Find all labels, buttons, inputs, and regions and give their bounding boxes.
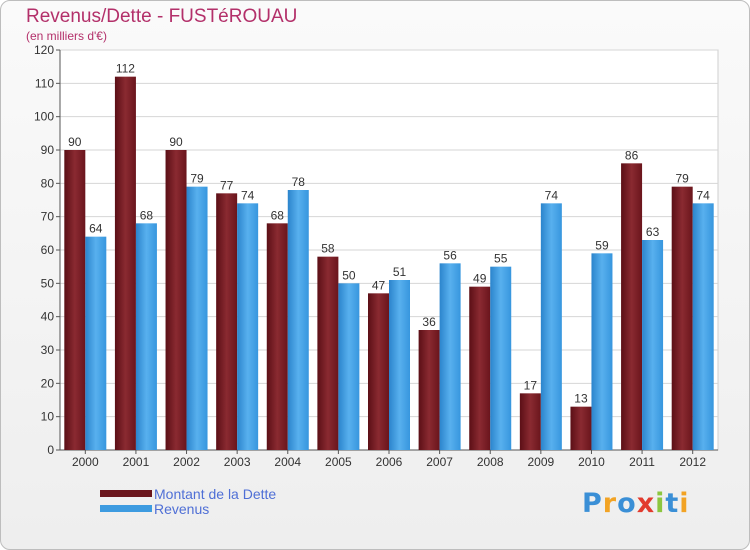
logo-letter: r [602, 488, 618, 519]
x-tick-label: 2012 [679, 455, 706, 469]
x-tick-label: 2010 [578, 455, 605, 469]
bar-revenus [389, 280, 410, 450]
data-label-revenus: 78 [292, 175, 306, 189]
logo-letter: t [665, 488, 680, 519]
data-label-dette: 13 [574, 392, 588, 406]
bar-revenus [692, 203, 714, 450]
logo-letter: o [617, 488, 637, 519]
bar-revenus [135, 223, 157, 450]
bar-revenus [186, 186, 208, 450]
x-tick-label: 2004 [274, 455, 301, 469]
data-label-dette: 58 [321, 242, 335, 256]
x-tick-label: 2000 [72, 455, 99, 469]
bar-dette [317, 256, 339, 450]
bar-dette [266, 223, 288, 450]
data-label-revenus: 55 [494, 252, 508, 266]
data-label-revenus: 51 [393, 265, 407, 279]
legend-item-debt: Montant de la Dette [100, 485, 277, 502]
x-tick-label: 2001 [123, 455, 150, 469]
data-label-dette: 90 [169, 135, 183, 149]
bar-revenus [591, 253, 613, 450]
data-label-revenus: 74 [241, 188, 255, 202]
bar-revenus [540, 203, 562, 450]
data-label-revenus: 56 [443, 248, 457, 262]
bar-revenus [490, 266, 512, 450]
bar-dette [469, 286, 491, 450]
x-tick-label: 2003 [224, 455, 251, 469]
y-tick-label: 10 [41, 410, 55, 424]
data-label-dette: 90 [68, 135, 82, 149]
data-label-dette: 68 [271, 208, 285, 222]
bar-dette [368, 293, 389, 450]
bar-dette [570, 406, 592, 450]
y-tick-label: 80 [41, 176, 55, 190]
data-label-revenus: 74 [697, 188, 711, 202]
data-label-dette: 47 [372, 278, 386, 292]
bar-revenus [85, 236, 107, 450]
x-tick-label: 2005 [325, 455, 352, 469]
chart-title: Revenus/Dette - FUSTéROUAU [26, 6, 298, 27]
data-label-dette: 17 [524, 378, 538, 392]
data-label-dette: 36 [422, 315, 436, 329]
logo-letter: i [679, 488, 690, 519]
data-label-dette: 112 [116, 62, 135, 76]
x-tick-label: 2008 [477, 455, 504, 469]
bar-revenus [287, 190, 309, 450]
x-tick-label: 2002 [173, 455, 200, 469]
legend-item-revenus: Revenus [100, 500, 276, 517]
logo-letter: P [582, 488, 603, 519]
y-tick-label: 30 [41, 343, 55, 357]
bar-revenus [642, 240, 664, 450]
bar-revenus [237, 203, 259, 450]
data-label-dette: 77 [220, 178, 234, 192]
x-tick-label: 2006 [376, 455, 403, 469]
proxiti-logo: Proxiti [582, 488, 690, 519]
x-tick-label: 2011 [629, 455, 655, 469]
data-label-revenus: 74 [545, 188, 559, 202]
bar-dette [418, 330, 440, 450]
legend-label-revenus: Revenus [154, 500, 210, 517]
data-label-revenus: 64 [89, 222, 103, 236]
bar-dette [64, 150, 86, 450]
bar-dette [621, 163, 643, 451]
bar-dette [216, 193, 238, 451]
bar-dette [165, 150, 187, 450]
logo-letter: i [655, 488, 666, 519]
data-label-revenus: 50 [342, 268, 356, 282]
y-tick-label: 110 [35, 76, 54, 90]
legend-swatch-debt [100, 490, 152, 497]
data-label-dette: 49 [473, 272, 487, 286]
data-label-dette: 86 [625, 148, 639, 162]
bar-revenus [338, 283, 360, 450]
data-label-revenus: 63 [646, 225, 660, 239]
bar-dette [519, 393, 541, 450]
legend-swatch-revenus [100, 505, 152, 512]
chart-subtitle: (en milliers d'€) [26, 29, 107, 43]
bar-dette [671, 186, 693, 450]
y-tick-label: 70 [41, 210, 55, 224]
y-tick-label: 0 [47, 443, 54, 457]
bar-revenus [439, 263, 461, 450]
bar-dette [114, 76, 136, 451]
y-tick-label: 50 [41, 276, 55, 290]
y-tick-label: 120 [34, 43, 54, 57]
y-tick-label: 90 [41, 143, 55, 157]
y-tick-label: 100 [34, 110, 54, 124]
x-tick-label: 2007 [426, 455, 453, 469]
legend: Montant de la Dette Revenus [100, 485, 277, 517]
y-tick-label: 20 [41, 376, 55, 390]
x-tick-label: 2009 [527, 455, 554, 469]
y-tick-label: 60 [41, 243, 55, 257]
y-tick-label: 40 [41, 310, 55, 324]
data-label-revenus: 79 [190, 172, 204, 186]
data-label-revenus: 59 [595, 238, 609, 252]
legend-label-debt: Montant de la Dette [154, 485, 277, 502]
logo-letter: x [636, 488, 656, 519]
data-label-revenus: 68 [140, 208, 154, 222]
data-label-dette: 79 [676, 172, 690, 186]
